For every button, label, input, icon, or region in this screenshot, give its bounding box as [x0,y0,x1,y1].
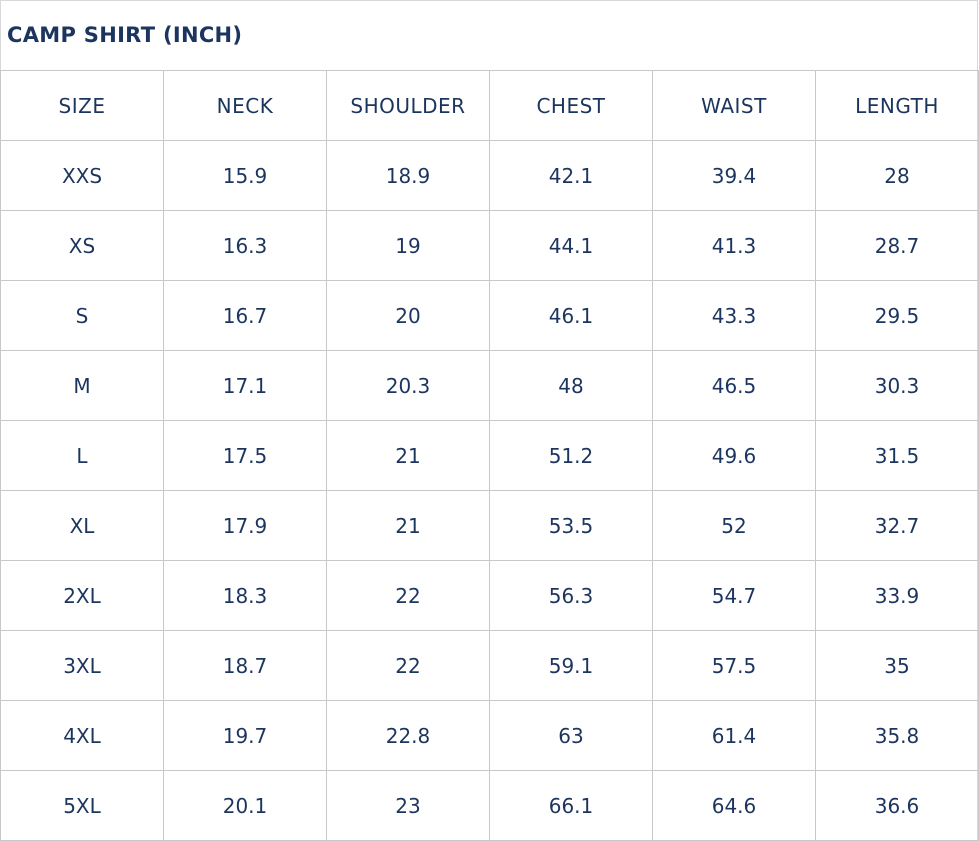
cell-length: 28.7 [815,210,979,281]
cell-waist: 61.4 [652,700,816,771]
cell-waist: 57.5 [652,630,816,701]
cell-shoulder: 21 [326,490,490,561]
cell-chest: 51.2 [489,420,653,491]
table-row: XL 17.9 21 53.5 52 32.7 [0,490,979,561]
column-header-size: SIZE [0,70,164,141]
table-row: S 16.7 20 46.1 43.3 29.5 [0,280,979,351]
cell-size: M [0,350,164,421]
cell-size: 2XL [0,560,164,631]
cell-shoulder: 18.9 [326,140,490,211]
column-header-waist: WAIST [652,70,816,141]
cell-chest: 42.1 [489,140,653,211]
cell-length: 33.9 [815,560,979,631]
cell-neck: 15.9 [163,140,327,211]
cell-shoulder: 22 [326,560,490,631]
table-row: XXS 15.9 18.9 42.1 39.4 28 [0,140,979,211]
cell-neck: 18.3 [163,560,327,631]
cell-size: 5XL [0,770,164,841]
header-row: SIZE NECK SHOULDER CHEST WAIST LENGTH [0,70,979,141]
column-header-shoulder: SHOULDER [326,70,490,141]
table-row: XS 16.3 19 44.1 41.3 28.7 [0,210,979,281]
cell-waist: 39.4 [652,140,816,211]
cell-chest: 48 [489,350,653,421]
cell-chest: 59.1 [489,630,653,701]
table-row: M 17.1 20.3 48 46.5 30.3 [0,350,979,421]
column-header-length: LENGTH [815,70,979,141]
cell-size: XXS [0,140,164,211]
chart-title: CAMP SHIRT (INCH) [7,23,243,47]
cell-size: XL [0,490,164,561]
cell-chest: 44.1 [489,210,653,281]
cell-shoulder: 19 [326,210,490,281]
cell-length: 36.6 [815,770,979,841]
cell-size: 3XL [0,630,164,701]
table-row: 2XL 18.3 22 56.3 54.7 33.9 [0,560,979,631]
cell-waist: 49.6 [652,420,816,491]
cell-waist: 52 [652,490,816,561]
cell-shoulder: 20 [326,280,490,351]
table-row: L 17.5 21 51.2 49.6 31.5 [0,420,979,491]
table-row: 5XL 20.1 23 66.1 64.6 36.6 [0,770,979,841]
cell-chest: 66.1 [489,770,653,841]
cell-chest: 53.5 [489,490,653,561]
cell-neck: 16.3 [163,210,327,281]
cell-neck: 17.9 [163,490,327,561]
cell-size: L [0,420,164,491]
cell-waist: 41.3 [652,210,816,281]
cell-neck: 17.1 [163,350,327,421]
cell-waist: 43.3 [652,280,816,351]
size-table: SIZE NECK SHOULDER CHEST WAIST LENGTH XXS 15.9… [0,70,979,841]
cell-size: 4XL [0,700,164,771]
cell-size: XS [0,210,164,281]
cell-waist: 54.7 [652,560,816,631]
cell-waist: 64.6 [652,770,816,841]
cell-length: 32.7 [815,490,979,561]
cell-length: 31.5 [815,420,979,491]
column-header-neck: NECK [163,70,327,141]
cell-waist: 46.5 [652,350,816,421]
table-row: 3XL 18.7 22 59.1 57.5 35 [0,630,979,701]
table-row: 4XL 19.7 22.8 63 61.4 35.8 [0,700,979,771]
cell-neck: 16.7 [163,280,327,351]
cell-shoulder: 22 [326,630,490,701]
cell-length: 30.3 [815,350,979,421]
cell-shoulder: 23 [326,770,490,841]
cell-size: S [0,280,164,351]
cell-length: 28 [815,140,979,211]
column-header-chest: CHEST [489,70,653,141]
cell-chest: 56.3 [489,560,653,631]
cell-shoulder: 20.3 [326,350,490,421]
cell-neck: 18.7 [163,630,327,701]
cell-length: 35.8 [815,700,979,771]
cell-chest: 46.1 [489,280,653,351]
cell-length: 29.5 [815,280,979,351]
cell-chest: 63 [489,700,653,771]
cell-length: 35 [815,630,979,701]
cell-neck: 20.1 [163,770,327,841]
cell-neck: 17.5 [163,420,327,491]
cell-shoulder: 22.8 [326,700,490,771]
cell-neck: 19.7 [163,700,327,771]
cell-shoulder: 21 [326,420,490,491]
